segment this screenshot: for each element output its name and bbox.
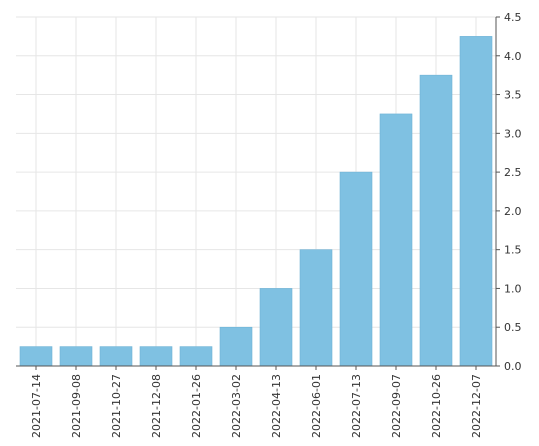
y-tick-label: 2.0 (504, 205, 522, 218)
bars (19, 36, 493, 367)
x-tick-label: 2022-06-01 (310, 374, 323, 438)
y-tick-label: 2.5 (504, 166, 522, 179)
y-tick-label: 3.5 (504, 89, 522, 102)
y-tick-label: 4.5 (504, 11, 522, 24)
bar-2021-07-14[interactable] (19, 346, 53, 367)
y-tick-label: 4.0 (504, 50, 522, 63)
x-tick-label: 2021-12-08 (150, 374, 163, 438)
y-tick-label: 3.0 (504, 127, 522, 140)
x-tick-label: 2022-04-13 (270, 374, 283, 438)
bar-2022-09-07[interactable] (379, 113, 413, 367)
y-tick-label: 0.0 (504, 360, 522, 373)
bar-2022-03-02[interactable] (219, 326, 253, 367)
bar-2022-10-26[interactable] (419, 74, 453, 367)
x-axis-tick-labels: 2021-07-14 2021-09-08 2021-10-27 2021-12-08… (30, 374, 483, 438)
x-tick-label: 2021-09-08 (70, 374, 83, 438)
x-tick-label: 2021-10-27 (110, 374, 123, 438)
x-tick-label: 2022-10-26 (430, 374, 443, 438)
y-tick-label: 1.0 (504, 282, 522, 295)
x-tick-label: 2022-07-13 (350, 374, 363, 438)
bar-2022-04-13[interactable] (259, 288, 293, 367)
bar-2021-12-08[interactable] (139, 346, 173, 367)
x-tick-label: 2021-07-14 (30, 374, 43, 438)
x-tick-label: 2022-01-26 (190, 374, 203, 438)
bar-2022-07-13[interactable] (339, 171, 373, 367)
x-tick-label: 2022-03-02 (230, 374, 243, 438)
y-tick-label: 1.5 (504, 244, 522, 257)
bar-2022-12-07[interactable] (459, 36, 493, 367)
bar-2021-09-08[interactable] (59, 346, 93, 367)
x-tick-label: 2022-12-07 (470, 374, 483, 438)
x-tick-label: 2022-09-07 (390, 374, 403, 438)
y-tick-label: 0.5 (504, 321, 522, 334)
bar-2021-10-27[interactable] (99, 346, 133, 367)
bar-2022-06-01[interactable] (299, 249, 333, 367)
axes (16, 16, 500, 370)
y-axis-tick-labels: 0.0 0.5 1.0 1.5 2.0 2.5 3.0 3.5 4.0 4.5 (504, 11, 522, 373)
bar-2022-01-26[interactable] (179, 346, 213, 367)
